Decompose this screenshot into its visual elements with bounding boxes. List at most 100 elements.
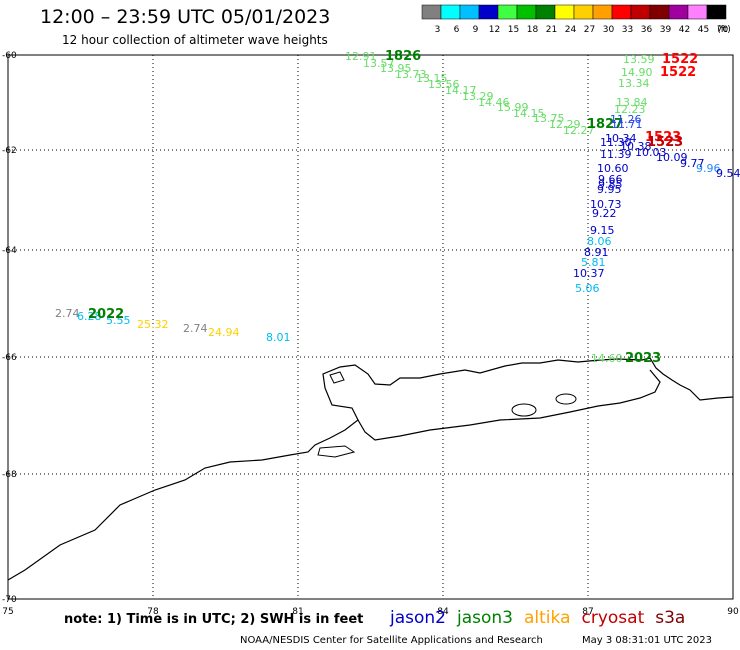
wave-height-label: 8.06 — [587, 235, 612, 248]
lon-tick-label: 78 — [147, 607, 159, 617]
wave-height-label: 13.34 — [618, 77, 650, 90]
wave-height-label: 6.28 — [77, 310, 102, 323]
wave-height-label: 13.73 — [395, 68, 427, 81]
scale-label-18: 18 — [527, 25, 539, 35]
wave-height-label: 13.57 — [363, 57, 395, 70]
wave-height-label: 10.09 — [656, 151, 688, 164]
wave-height-label: 2.74 — [183, 322, 208, 335]
lat-tick-label: -68 — [2, 470, 17, 480]
wave-height-label: 12.27 — [563, 124, 595, 137]
scale-label-9: 9 — [473, 25, 479, 35]
wave-height-label: 13.56 — [428, 78, 460, 91]
scale-label-6: 6 — [454, 25, 460, 35]
island-outline — [317, 445, 356, 458]
lat-tick-label: -60 — [2, 51, 17, 61]
scale-label-45: 45 — [698, 25, 709, 35]
scale-label-15: 15 — [508, 25, 519, 35]
scale-label-42: 42 — [679, 25, 690, 35]
coastline — [7, 357, 734, 581]
wave-height-label: 13.29 — [462, 90, 494, 103]
wave-height-label: 14.15 — [513, 107, 545, 120]
lat-tick-label: -62 — [2, 146, 17, 156]
wave-height-label: 12.29 — [549, 118, 581, 131]
map-frame — [7, 54, 734, 600]
timestamp-text: May 3 08:31:01 UTC 2023 — [582, 635, 712, 646]
scale-label-39: 39 — [660, 25, 672, 35]
wave-height-label: 8.01 — [266, 331, 291, 344]
wave-height-label: 8.91 — [584, 246, 609, 259]
color-scale: 3 6 9 12 15 18 21 24 27 30 33 36 39 42 45 70(ft) — [421, 4, 731, 35]
wave-height-label: 10.34 — [605, 132, 637, 145]
lon-tick-label: 84 — [437, 607, 449, 617]
wave-height-label: 13.75 — [533, 112, 565, 125]
pass-time-label: 2023 — [625, 351, 661, 366]
scale-swatch-70 — [706, 4, 727, 20]
wave-height-label: 13.15 — [416, 72, 448, 85]
lon-tick-label: 81 — [292, 607, 303, 617]
lon-tick-label: 75 — [2, 607, 13, 617]
wave-height-label: 12.23 — [614, 103, 646, 116]
scale-unit: (ft) — [717, 25, 731, 35]
page-title: 12:00 – 23:59 UTC 05/01/2023 — [40, 6, 331, 28]
wave-height-label: 2.74 — [55, 307, 80, 320]
legend-jason3: jason3 — [457, 608, 513, 628]
page-subtitle: 12 hour collection of altimeter wave hei… — [62, 33, 328, 47]
lat-tick-label: -64 — [2, 246, 17, 256]
wave-height-label: 9.54 — [716, 167, 740, 180]
satellite-legend: jason2 jason3 altika cryosat s3a — [390, 608, 696, 628]
wave-height-label: 13.84 — [616, 96, 648, 109]
scale-label-27: 27 — [584, 25, 595, 35]
wave-height-label: 10.03 — [635, 146, 667, 159]
legend-altika: altika — [524, 608, 571, 628]
wave-height-label: 9.96 — [696, 162, 721, 175]
footer-note: note: 1) Time is in UTC; 2) SWH is in fe… — [64, 612, 364, 627]
scale-label-24: 24 — [565, 25, 577, 35]
wave-height-label: 11.71 — [611, 118, 643, 131]
wave-height-label: 10.73 — [590, 198, 622, 211]
lon-tick-label: 87 — [582, 607, 593, 617]
wave-height-label: 9.15 — [590, 224, 615, 237]
wave-height-label: 9.95 — [597, 183, 622, 196]
legend-jason2: jason2 — [390, 608, 446, 628]
island-outline — [555, 393, 577, 405]
wave-height-label: 13.95 — [380, 62, 412, 75]
wave-height-label: 10.38 — [620, 140, 652, 153]
wave-height-label: 11.26 — [610, 113, 642, 126]
wave-height-label: 9.85 — [598, 178, 623, 191]
scale-label-36: 36 — [641, 25, 653, 35]
wave-height-label: 24.94 — [208, 326, 240, 339]
lat-tick-label: -66 — [2, 353, 17, 363]
ice-shelf-edge — [357, 369, 661, 441]
pass-time-label: 1523 — [645, 130, 681, 145]
wave-height-label: 13.59 — [623, 53, 655, 66]
scale-label-30: 30 — [603, 25, 615, 35]
wave-height-label: 25.32 — [137, 318, 169, 331]
scale-label-70: 70 — [717, 25, 729, 35]
island-outline — [329, 371, 345, 384]
pass-time-label: 1827 — [587, 117, 623, 132]
wave-height-label: 15.99 — [497, 101, 529, 114]
wave-height-label: 14.90 — [621, 66, 653, 79]
lon-tick-label: 90 — [727, 607, 739, 617]
wave-height-label: 11.30 — [600, 136, 632, 149]
scale-label-33: 33 — [622, 25, 633, 35]
scale-label-21: 21 — [546, 25, 557, 35]
island-outline — [511, 403, 537, 417]
pass-time-label: 1523 — [647, 135, 683, 150]
wave-height-label: 9.77 — [680, 157, 705, 170]
pass-time-label: 2022 — [88, 307, 124, 322]
scale-label-12: 12 — [489, 25, 500, 35]
pass-time-label: 1522 — [660, 65, 696, 80]
wave-height-label: 5.55 — [106, 314, 131, 327]
wave-height-label: 10.60 — [597, 162, 629, 175]
wave-height-label: 10.37 — [573, 267, 605, 280]
wave-height-label: 11.39 — [600, 148, 632, 161]
wave-height-label: 9.22 — [592, 207, 617, 220]
wave-height-label: 9.66 — [598, 173, 623, 186]
lat-tick-label: -70 — [2, 595, 17, 605]
wave-height-label: 12.91 — [345, 50, 377, 63]
pass-time-label: 1522 — [662, 52, 698, 67]
legend-s3a: s3a — [655, 608, 686, 628]
wave-height-label: 5.81 — [581, 256, 606, 269]
